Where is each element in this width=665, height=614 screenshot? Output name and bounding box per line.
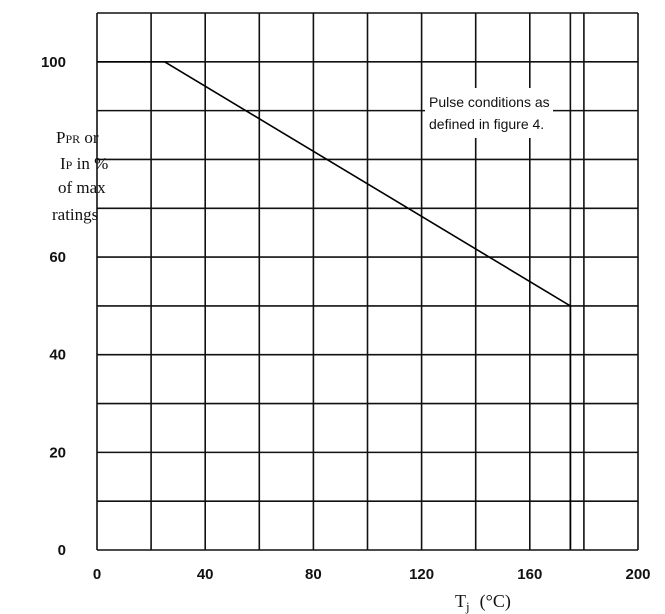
x-label-t: T bbox=[455, 591, 466, 611]
y-axis-label-line-3: of max bbox=[58, 178, 106, 197]
x-axis-label: Tj (°C) bbox=[455, 591, 511, 614]
x-label-unit: (°C) bbox=[480, 591, 511, 612]
y-tick-label: 20 bbox=[49, 444, 66, 461]
x-tick-label: 160 bbox=[517, 566, 542, 583]
y-tick-label: 40 bbox=[49, 347, 66, 364]
y-label-or: or bbox=[80, 128, 99, 147]
y-axis-label-line-2: IP in % bbox=[60, 154, 108, 173]
derating-curve-0 bbox=[97, 61, 572, 550]
x-tick-label: 200 bbox=[625, 566, 650, 583]
chart-grid bbox=[96, 12, 639, 551]
chart-series bbox=[97, 61, 572, 550]
y-label-i: I bbox=[60, 154, 66, 173]
y-label-in-percent: in % bbox=[72, 154, 108, 173]
x-label-sub: j bbox=[465, 599, 470, 614]
x-tick-label: 80 bbox=[305, 566, 322, 583]
y-axis-label-line-1: PPR or bbox=[56, 128, 99, 147]
x-tick-label: 40 bbox=[197, 566, 214, 583]
y-tick-label: 0 bbox=[58, 542, 66, 559]
y-axis-label-line-4: ratings bbox=[52, 205, 98, 224]
y-label-p-sub: P bbox=[66, 158, 73, 172]
y-label-pr-sub: PR bbox=[65, 132, 80, 146]
y-label-p: P bbox=[56, 128, 65, 147]
y-tick-label: 100 bbox=[41, 54, 66, 71]
annotation-background bbox=[425, 88, 553, 138]
annotation-line-2: defined in figure 4. bbox=[429, 116, 544, 132]
y-axis-label: PPR or IP in % of max ratings bbox=[52, 128, 108, 224]
x-tick-label: 120 bbox=[409, 566, 434, 583]
x-tick-label: 0 bbox=[93, 566, 101, 583]
chart-tick-labels: 0 40 80 120 160 200 0 20 40 60 100 bbox=[41, 54, 651, 583]
annotation-line-1: Pulse conditions as bbox=[429, 94, 550, 110]
y-tick-label: 60 bbox=[49, 249, 66, 266]
